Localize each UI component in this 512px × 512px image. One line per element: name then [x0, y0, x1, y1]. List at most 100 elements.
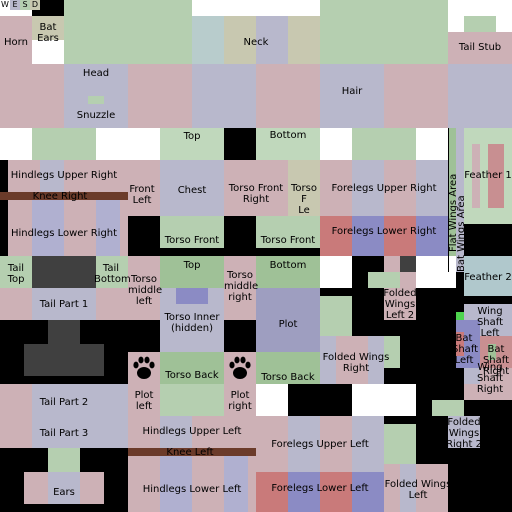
hair-top-region — [320, 0, 448, 64]
pink-block — [0, 64, 64, 128]
torso-middle-left-region — [128, 256, 160, 320]
plot-region — [256, 288, 320, 352]
white-block — [256, 384, 288, 416]
green-small-block — [432, 400, 464, 416]
tail-part-1-stripe — [32, 288, 96, 320]
torso-inner-accent — [176, 288, 208, 304]
torso-back-green-below — [160, 384, 224, 416]
wing-shaft-right-stripe — [464, 368, 480, 384]
paw-print-icon — [133, 356, 155, 379]
tail-top-region — [0, 256, 32, 288]
white-block — [416, 128, 448, 160]
wing-shaft-green-bar — [456, 312, 464, 320]
wings-divider — [448, 128, 449, 272]
torso-back-1-region — [160, 352, 224, 384]
tail-stub-accent — [464, 16, 496, 32]
neck-region-d — [288, 16, 320, 64]
bottom-region-1 — [256, 128, 320, 160]
ears-stripe — [48, 472, 80, 504]
hindlegs-upper-right-stripe — [40, 160, 64, 192]
bat-shaft-left-stripe — [456, 332, 464, 356]
letter-d: D — [30, 0, 40, 10]
green-block — [32, 128, 96, 160]
tail-bottom-region — [96, 256, 128, 288]
knee-right-bar — [0, 192, 128, 200]
forelegs-lower-left-stripe — [288, 472, 320, 512]
white-block — [32, 40, 64, 64]
hindlegs-upper-left-stripe — [160, 416, 192, 448]
hindlegs-lower-right-stripe — [32, 200, 64, 256]
tail-dark-t-bar — [24, 344, 104, 376]
feather-1-stripe-a — [472, 144, 480, 208]
folded-accent-dark — [400, 256, 416, 272]
forelegs-lower-right-stripe — [352, 216, 384, 256]
bat-shaft-right-region — [480, 336, 512, 368]
plot-left-region — [128, 352, 160, 416]
white-block — [320, 128, 352, 160]
snuzzle-accent — [88, 96, 104, 104]
pink-block — [128, 64, 192, 128]
bat-ears-region — [32, 16, 64, 40]
chest-region — [160, 160, 224, 216]
tail-part-2-stripe — [32, 384, 96, 448]
plot-right-region — [224, 352, 256, 416]
torso-front-1-region — [160, 216, 224, 248]
folded-green-small — [384, 336, 400, 368]
folded-wings-right-stripe-2 — [368, 336, 384, 384]
forelegs-upper-left-stripe — [288, 416, 320, 472]
green-block — [352, 128, 416, 160]
tail-dark-region — [32, 256, 96, 288]
top-region-2 — [160, 256, 224, 288]
hindlegs-lower-left-stripe-2 — [224, 456, 248, 512]
gray-blue-block — [448, 64, 512, 128]
white-block — [0, 128, 32, 160]
feather-1-stripe-b — [488, 144, 504, 208]
hindlegs-upper-left-region — [128, 416, 256, 448]
forelegs-lower-right-stripe-2 — [416, 216, 448, 256]
torso-front-left-region — [288, 160, 320, 216]
neck-region-b — [224, 16, 256, 64]
folded-green-block — [320, 296, 352, 336]
forelegs-lower-left-stripe-2 — [352, 472, 384, 512]
forelegs-upper-left-stripe-2 — [352, 416, 384, 472]
torso-front-right-region — [224, 160, 288, 216]
hair-region — [320, 64, 384, 128]
hindlegs-lower-left-stripe — [160, 456, 192, 512]
letter-s: S — [20, 0, 30, 10]
white-block — [416, 256, 456, 288]
bat-shaft-right-stripe — [488, 344, 496, 360]
torso-back-2-region — [256, 352, 320, 384]
paw-print-icon — [229, 356, 251, 379]
white-block — [352, 384, 416, 416]
green-column — [384, 424, 416, 464]
top-region-1 — [160, 128, 224, 160]
knee-left-bar — [128, 448, 256, 456]
forelegs-upper-right-stripe — [352, 160, 384, 216]
tail-part-2-stripe-2 — [96, 384, 128, 448]
neck-region-c — [256, 16, 288, 64]
neck-region-a — [192, 16, 224, 64]
forelegs-upper-right-stripe-2 — [416, 160, 448, 216]
horn-region — [0, 16, 32, 64]
hindlegs-lower-right-stripe-2 — [96, 200, 120, 256]
letter-w: W — [0, 0, 10, 10]
pink-block — [256, 64, 320, 128]
tail-stub-region — [448, 32, 512, 64]
folded-wings-left-stripe — [400, 464, 416, 512]
white-block — [96, 128, 160, 160]
ears-green-top — [48, 448, 80, 472]
tail-dark-t-stem — [48, 320, 80, 344]
gray-blue-block — [192, 64, 256, 128]
hindlegs-upper-right-region — [8, 160, 128, 192]
bat-wings-area-region — [456, 128, 464, 272]
torso-front-2-region — [256, 216, 320, 248]
letter-e: E — [10, 0, 20, 10]
folded-accent-green — [368, 272, 400, 288]
folded-wings-left-region — [384, 464, 448, 512]
head-top-region — [64, 0, 192, 64]
direction-letters: W E S D — [0, 0, 40, 10]
white-block — [320, 256, 352, 288]
bottom-region-2 — [256, 256, 320, 288]
feather-2-stripe — [464, 256, 512, 296]
